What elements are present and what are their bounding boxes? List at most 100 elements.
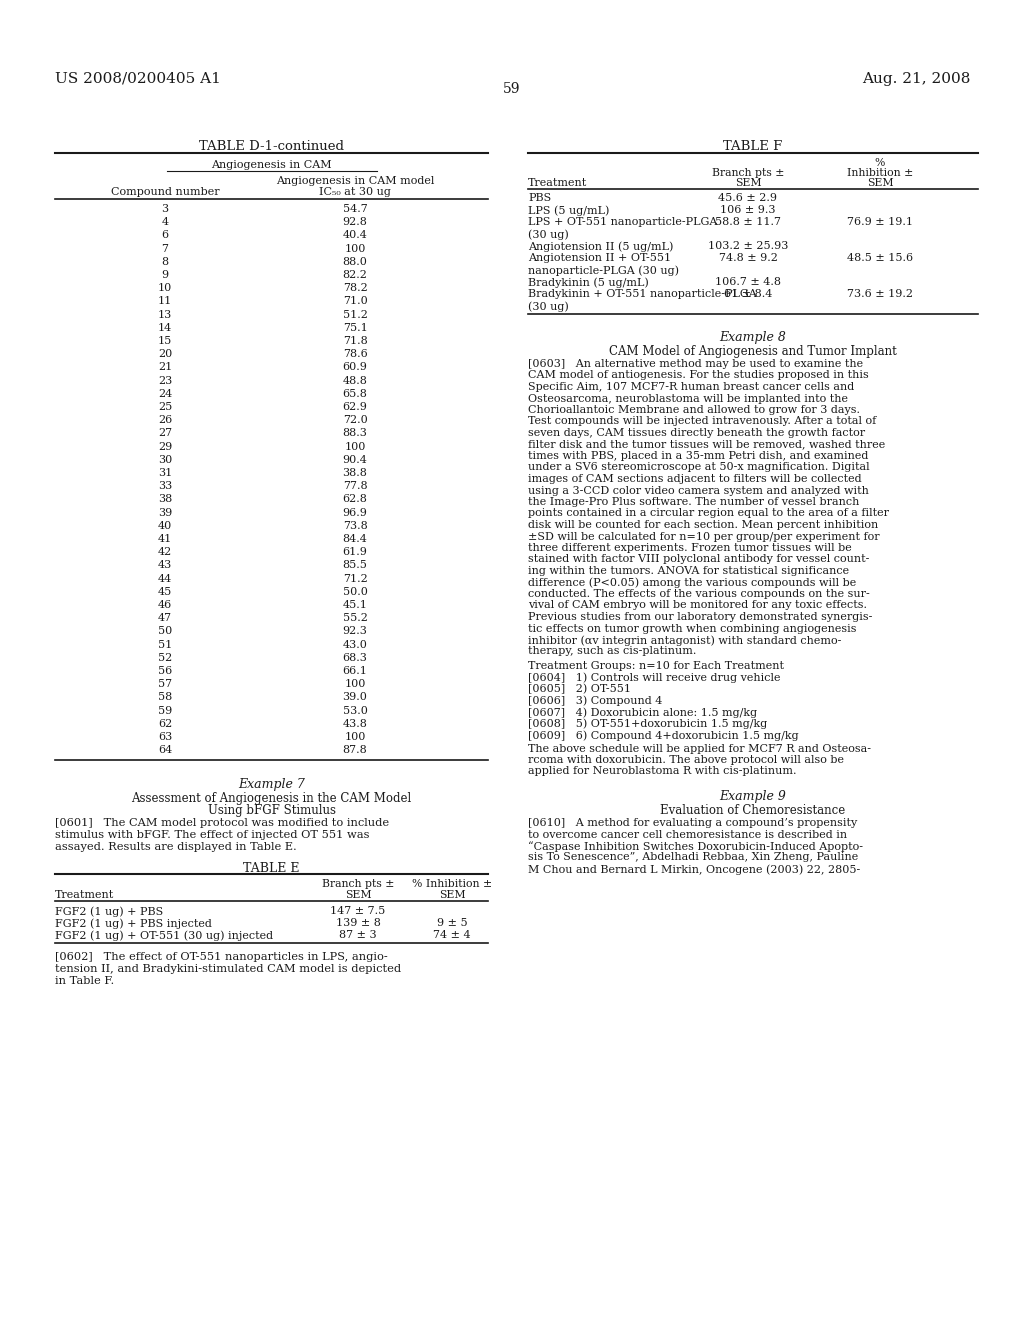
Text: 51: 51 bbox=[158, 640, 172, 649]
Text: nanoparticle-PLGA (30 ug): nanoparticle-PLGA (30 ug) bbox=[528, 265, 679, 276]
Text: 43: 43 bbox=[158, 561, 172, 570]
Text: 11: 11 bbox=[158, 297, 172, 306]
Text: Angiotension II + OT-551: Angiotension II + OT-551 bbox=[528, 253, 671, 263]
Text: 45.6 ± 2.9: 45.6 ± 2.9 bbox=[719, 193, 777, 203]
Text: Assessment of Angiogenesis in the CAM Model: Assessment of Angiogenesis in the CAM Mo… bbox=[131, 792, 412, 805]
Text: 66.1: 66.1 bbox=[343, 667, 368, 676]
Text: 26: 26 bbox=[158, 416, 172, 425]
Text: 54.7: 54.7 bbox=[343, 205, 368, 214]
Text: images of CAM sections adjacent to filters will be collected: images of CAM sections adjacent to filte… bbox=[528, 474, 861, 484]
Text: 74.8 ± 9.2: 74.8 ± 9.2 bbox=[719, 253, 777, 263]
Text: points contained in a circular region equal to the area of a filter: points contained in a circular region eq… bbox=[528, 508, 889, 519]
Text: 96.9: 96.9 bbox=[343, 508, 368, 517]
Text: 20: 20 bbox=[158, 350, 172, 359]
Text: 65.8: 65.8 bbox=[343, 389, 368, 399]
Text: 48.8: 48.8 bbox=[343, 376, 368, 385]
Text: 44: 44 bbox=[158, 574, 172, 583]
Text: 3: 3 bbox=[162, 205, 169, 214]
Text: 56: 56 bbox=[158, 667, 172, 676]
Text: filter disk and the tumor tissues will be removed, washed three: filter disk and the tumor tissues will b… bbox=[528, 440, 886, 450]
Text: 14: 14 bbox=[158, 323, 172, 333]
Text: 31: 31 bbox=[158, 469, 172, 478]
Text: [0609]   6) Compound 4+doxorubicin 1.5 mg/kg: [0609] 6) Compound 4+doxorubicin 1.5 mg/… bbox=[528, 730, 799, 741]
Text: 61.9: 61.9 bbox=[343, 548, 368, 557]
Text: 48.5 ± 15.6: 48.5 ± 15.6 bbox=[847, 253, 913, 263]
Text: SEM: SEM bbox=[345, 891, 372, 900]
Text: 100: 100 bbox=[344, 733, 366, 742]
Text: tension II, and Bradykini-stimulated CAM model is depicted: tension II, and Bradykini-stimulated CAM… bbox=[55, 965, 401, 974]
Text: Specific Aim, 107 MCF7-R human breast cancer cells and: Specific Aim, 107 MCF7-R human breast ca… bbox=[528, 381, 854, 392]
Text: TABLE F: TABLE F bbox=[723, 140, 782, 153]
Text: M Chou and Bernard L Mirkin, Oncogene (2003) 22, 2805-: M Chou and Bernard L Mirkin, Oncogene (2… bbox=[528, 865, 860, 875]
Text: 71.2: 71.2 bbox=[343, 574, 368, 583]
Text: PBS: PBS bbox=[528, 193, 551, 203]
Text: 88.0: 88.0 bbox=[343, 257, 368, 267]
Text: [0603]   An alternative method may be used to examine the: [0603] An alternative method may be used… bbox=[528, 359, 863, 370]
Text: 29: 29 bbox=[158, 442, 172, 451]
Text: Angiogenesis in CAM: Angiogenesis in CAM bbox=[211, 160, 332, 170]
Text: TABLE D-1-continued: TABLE D-1-continued bbox=[199, 140, 344, 153]
Text: SEM: SEM bbox=[734, 178, 761, 187]
Text: 59: 59 bbox=[503, 82, 521, 96]
Text: 58.8 ± 11.7: 58.8 ± 11.7 bbox=[715, 216, 781, 227]
Text: 57: 57 bbox=[158, 680, 172, 689]
Text: 103.2 ± 25.93: 103.2 ± 25.93 bbox=[708, 242, 788, 251]
Text: 73.6 ± 19.2: 73.6 ± 19.2 bbox=[847, 289, 913, 300]
Text: 43.8: 43.8 bbox=[343, 719, 368, 729]
Text: 71.8: 71.8 bbox=[343, 337, 368, 346]
Text: Aug. 21, 2008: Aug. 21, 2008 bbox=[861, 73, 970, 86]
Text: Angiogenesis in CAM model: Angiogenesis in CAM model bbox=[275, 176, 434, 186]
Text: 106 ± 9.3: 106 ± 9.3 bbox=[720, 205, 776, 215]
Text: 43.0: 43.0 bbox=[343, 640, 368, 649]
Text: 100: 100 bbox=[344, 680, 366, 689]
Text: 6: 6 bbox=[162, 231, 169, 240]
Text: Treatment: Treatment bbox=[528, 178, 587, 187]
Text: ing within the tumors. ANOVA for statistical significance: ing within the tumors. ANOVA for statist… bbox=[528, 566, 849, 576]
Text: LPS + OT-551 nanoparticle-PLGA: LPS + OT-551 nanoparticle-PLGA bbox=[528, 216, 718, 227]
Text: three different experiments. Frozen tumor tissues will be: three different experiments. Frozen tumo… bbox=[528, 543, 852, 553]
Text: SEM: SEM bbox=[438, 891, 465, 900]
Text: 71.0: 71.0 bbox=[343, 297, 368, 306]
Text: tic effects on tumor growth when combining angiogenesis: tic effects on tumor growth when combini… bbox=[528, 623, 856, 634]
Text: 78.2: 78.2 bbox=[343, 284, 368, 293]
Text: 53.0: 53.0 bbox=[343, 706, 368, 715]
Text: 90.4: 90.4 bbox=[343, 455, 368, 465]
Text: [0601]   The CAM model protocol was modified to include: [0601] The CAM model protocol was modifi… bbox=[55, 818, 389, 829]
Text: under a SV6 stereomicroscope at 50-x magnification. Digital: under a SV6 stereomicroscope at 50-x mag… bbox=[528, 462, 869, 473]
Text: [0606]   3) Compound 4: [0606] 3) Compound 4 bbox=[528, 696, 663, 706]
Text: vival of CAM embryo will be monitored for any toxic effects.: vival of CAM embryo will be monitored fo… bbox=[528, 601, 867, 610]
Text: 92.3: 92.3 bbox=[343, 627, 368, 636]
Text: FGF2 (1 ug) + PBS: FGF2 (1 ug) + PBS bbox=[55, 907, 163, 917]
Text: 82.2: 82.2 bbox=[343, 271, 368, 280]
Text: stimulus with bFGF. The effect of injected OT 551 was: stimulus with bFGF. The effect of inject… bbox=[55, 830, 370, 841]
Text: Bradykinin (5 ug/mL): Bradykinin (5 ug/mL) bbox=[528, 277, 649, 288]
Text: TABLE E: TABLE E bbox=[244, 862, 300, 875]
Text: inhibitor (αv integrin antagonist) with standard chemo-: inhibitor (αv integrin antagonist) with … bbox=[528, 635, 842, 645]
Text: 46: 46 bbox=[158, 601, 172, 610]
Text: “Caspase Inhibition Switches Doxorubicin-Induced Apopto-: “Caspase Inhibition Switches Doxorubicin… bbox=[528, 841, 863, 851]
Text: 73.8: 73.8 bbox=[343, 521, 368, 531]
Text: 59: 59 bbox=[158, 706, 172, 715]
Text: difference (P<0.05) among the various compounds will be: difference (P<0.05) among the various co… bbox=[528, 578, 856, 589]
Text: 87.8: 87.8 bbox=[343, 746, 368, 755]
Text: 27: 27 bbox=[158, 429, 172, 438]
Text: 63: 63 bbox=[158, 733, 172, 742]
Text: ±SD will be calculated for n=10 per group/per experiment for: ±SD will be calculated for n=10 per grou… bbox=[528, 532, 880, 541]
Text: 55.2: 55.2 bbox=[343, 614, 368, 623]
Text: %: % bbox=[874, 158, 885, 168]
Text: Bradykinin + OT-551 nanoparticle-PLGA: Bradykinin + OT-551 nanoparticle-PLGA bbox=[528, 289, 757, 300]
Text: 41: 41 bbox=[158, 535, 172, 544]
Text: 21: 21 bbox=[158, 363, 172, 372]
Text: Treatment Groups: n=10 for Each Treatment: Treatment Groups: n=10 for Each Treatmen… bbox=[528, 661, 784, 671]
Text: to overcome cancer cell chemoresistance is described in: to overcome cancer cell chemoresistance … bbox=[528, 829, 847, 840]
Text: 100: 100 bbox=[344, 244, 366, 253]
Text: Osteosarcoma, neuroblastoma will be implanted into the: Osteosarcoma, neuroblastoma will be impl… bbox=[528, 393, 848, 404]
Text: 45: 45 bbox=[158, 587, 172, 597]
Text: 78.6: 78.6 bbox=[343, 350, 368, 359]
Text: 92.8: 92.8 bbox=[343, 218, 368, 227]
Text: 40.4: 40.4 bbox=[343, 231, 368, 240]
Text: 60.9: 60.9 bbox=[343, 363, 368, 372]
Text: 84.4: 84.4 bbox=[343, 535, 368, 544]
Text: [0604]   1) Controls will receive drug vehicle: [0604] 1) Controls will receive drug veh… bbox=[528, 672, 780, 682]
Text: 72.0: 72.0 bbox=[343, 416, 368, 425]
